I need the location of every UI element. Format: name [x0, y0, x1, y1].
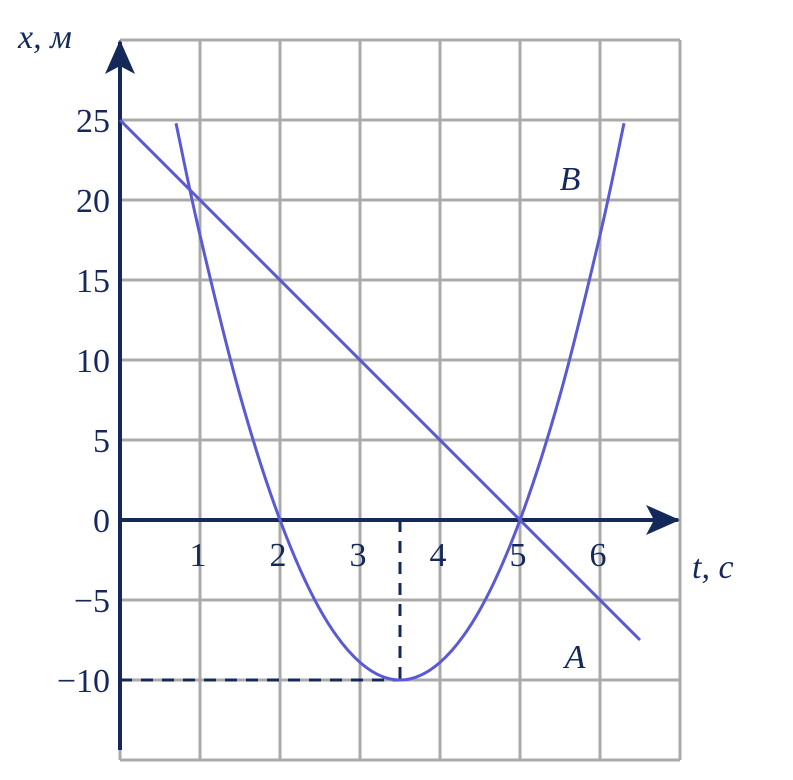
series-line: [174, 122, 626, 682]
series-line: [118, 118, 642, 642]
y-tick-label: 25: [76, 103, 110, 140]
y-axis-label: x, м: [17, 19, 72, 56]
y-tick-label: 5: [93, 423, 110, 460]
x-axis-label: t, с: [692, 549, 734, 586]
x-tick-label: 4: [430, 537, 447, 574]
y-tick-label: 20: [76, 183, 110, 220]
x-tick-label: 5: [510, 537, 527, 574]
series-label: B: [560, 161, 581, 198]
x-tick-label: 3: [350, 537, 367, 574]
y-axis-arrow: [105, 40, 135, 74]
y-tick-label: 0: [93, 503, 110, 540]
x-tick-label: 2: [270, 537, 287, 574]
x-tick-label: 6: [590, 537, 607, 574]
y-tick-label: 10: [76, 343, 110, 380]
y-tick-label: −10: [57, 663, 110, 700]
y-tick-label: 15: [76, 263, 110, 300]
series-label: A: [563, 639, 586, 676]
y-tick-label: −5: [74, 583, 110, 620]
x-axis-arrow: [646, 505, 680, 535]
x-tick-label: 1: [190, 537, 207, 574]
